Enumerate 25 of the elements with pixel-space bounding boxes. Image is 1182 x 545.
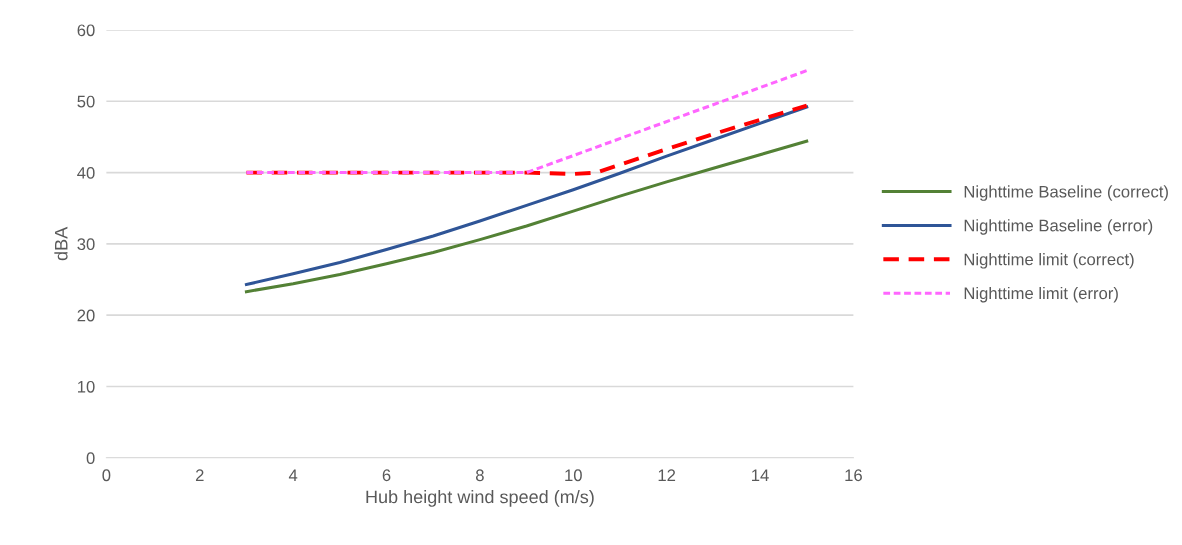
x-tick-label: 0 <box>102 469 111 482</box>
y-tick-label: 40 <box>77 166 95 179</box>
y-tick-label: 50 <box>77 95 95 108</box>
line-series <box>244 139 809 294</box>
y-tick-label: 0 <box>86 452 95 464</box>
line-series <box>244 105 809 287</box>
legend-label: Nighttime Baseline (error) <box>964 219 1153 235</box>
legend-label: Nighttime limit (correct) <box>964 253 1134 269</box>
y-tick-label: 20 <box>77 309 95 322</box>
y-axis-title: dBA <box>54 226 68 261</box>
line-series <box>244 103 809 176</box>
x-tick-label: 4 <box>288 469 298 481</box>
x-tick-label: 12 <box>658 469 676 481</box>
x-tick-label: 14 <box>752 469 769 481</box>
x-tick-label: 6 <box>382 469 391 482</box>
y-tick-label: 30 <box>77 238 95 251</box>
x-axis-title: Hub height wind speed (m/s) <box>366 490 594 507</box>
x-tick-label: 8 <box>475 469 484 482</box>
legend-label: Nighttime limit (error) <box>964 286 1118 303</box>
legend-label: Nighttime Baseline (correct) <box>964 185 1168 201</box>
x-tick-label: 2 <box>195 469 204 481</box>
y-tick-label: 10 <box>78 380 95 393</box>
x-tick-label: 16 <box>845 469 862 482</box>
y-tick-label: 60 <box>77 24 95 37</box>
x-tick-label: 10 <box>565 469 582 482</box>
